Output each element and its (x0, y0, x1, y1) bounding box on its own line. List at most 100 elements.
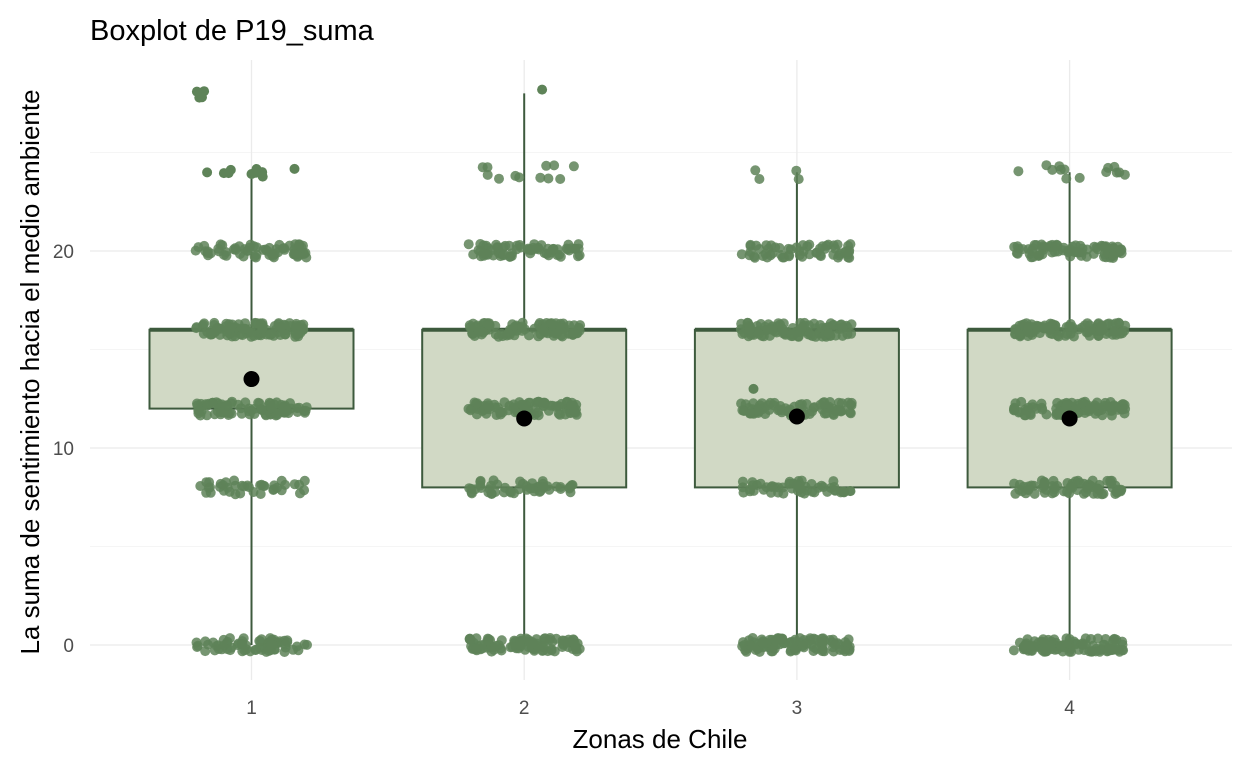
data-point (1068, 331, 1079, 342)
data-point (556, 398, 567, 409)
mean-markers-layer (243, 371, 1078, 427)
data-point (514, 484, 524, 495)
data-point (289, 479, 300, 490)
data-point (1073, 247, 1084, 258)
data-point (472, 398, 483, 409)
data-point (566, 400, 577, 411)
points-1 (190, 86, 312, 657)
points-3 (735, 165, 857, 657)
data-point (830, 485, 841, 496)
data-point (743, 318, 753, 328)
data-point (818, 482, 829, 493)
data-point (815, 320, 826, 330)
data-point (1048, 475, 1059, 486)
data-point (302, 639, 312, 650)
data-point (488, 475, 499, 486)
data-point (1104, 402, 1115, 412)
data-point (794, 326, 805, 337)
data-point (1023, 481, 1034, 492)
data-point (548, 244, 559, 254)
data-point (569, 328, 580, 338)
outlier-point (202, 167, 213, 178)
data-point (471, 409, 482, 420)
data-point (1119, 169, 1130, 180)
data-point (786, 329, 797, 340)
data-point (801, 638, 812, 649)
data-point (1120, 403, 1131, 414)
data-point (466, 488, 477, 499)
data-point (468, 249, 479, 260)
data-point (789, 637, 800, 648)
data-point (477, 162, 488, 173)
data-point (484, 404, 495, 415)
data-point (234, 241, 245, 252)
data-point (288, 249, 299, 260)
data-point (249, 251, 260, 262)
data-point (543, 173, 554, 184)
y-tick-label: 10 (53, 439, 74, 460)
data-point (564, 245, 575, 256)
data-point (535, 172, 546, 183)
data-point (750, 165, 761, 176)
data-point (1052, 330, 1063, 341)
data-point (294, 402, 305, 413)
x-tick-label: 3 (792, 698, 803, 719)
data-point (1051, 403, 1062, 414)
data-point (266, 329, 277, 340)
mean-marker (243, 371, 260, 388)
data-point (1108, 251, 1119, 262)
jitter-points-layer (190, 84, 1131, 657)
data-point (235, 488, 246, 499)
data-point (475, 476, 486, 487)
data-point (279, 244, 290, 255)
data-point (236, 639, 247, 649)
data-point (534, 486, 545, 497)
data-point (748, 383, 759, 394)
data-point (216, 407, 227, 418)
data-point (1065, 319, 1076, 329)
data-point (754, 174, 765, 184)
data-point (276, 475, 287, 486)
chart-title: Boxplot de P19_suma (90, 15, 375, 47)
outlier-point (223, 168, 234, 179)
y-tick-label: 20 (53, 242, 74, 263)
box-1 (148, 172, 355, 645)
data-point (793, 174, 804, 185)
points-4 (1008, 160, 1131, 657)
outlier-point (289, 163, 300, 174)
box-body (148, 328, 355, 410)
data-point (290, 329, 301, 340)
data-point (573, 251, 583, 262)
data-point (1034, 249, 1045, 260)
data-point (465, 322, 476, 333)
data-point (229, 475, 240, 486)
data-point (478, 327, 489, 338)
data-point (233, 399, 244, 410)
data-point (753, 406, 764, 417)
data-point (546, 318, 557, 329)
mean-marker (788, 408, 805, 425)
mean-marker (1061, 410, 1078, 427)
data-point (191, 637, 202, 648)
data-point (832, 404, 843, 415)
data-point (748, 398, 759, 409)
data-point (747, 480, 758, 491)
data-point (819, 635, 830, 646)
data-point (1066, 244, 1076, 255)
data-point (1074, 172, 1085, 183)
data-point (819, 408, 830, 419)
data-point (490, 487, 501, 498)
data-point (236, 408, 247, 419)
data-point (463, 239, 474, 250)
data-point (497, 407, 508, 418)
data-point (779, 252, 789, 263)
data-point (193, 242, 204, 253)
data-point (1105, 475, 1116, 486)
data-point (266, 402, 277, 413)
data-point (1029, 240, 1040, 250)
data-point (824, 328, 835, 339)
data-point (244, 409, 255, 420)
data-point (845, 486, 855, 496)
data-point (846, 319, 857, 330)
